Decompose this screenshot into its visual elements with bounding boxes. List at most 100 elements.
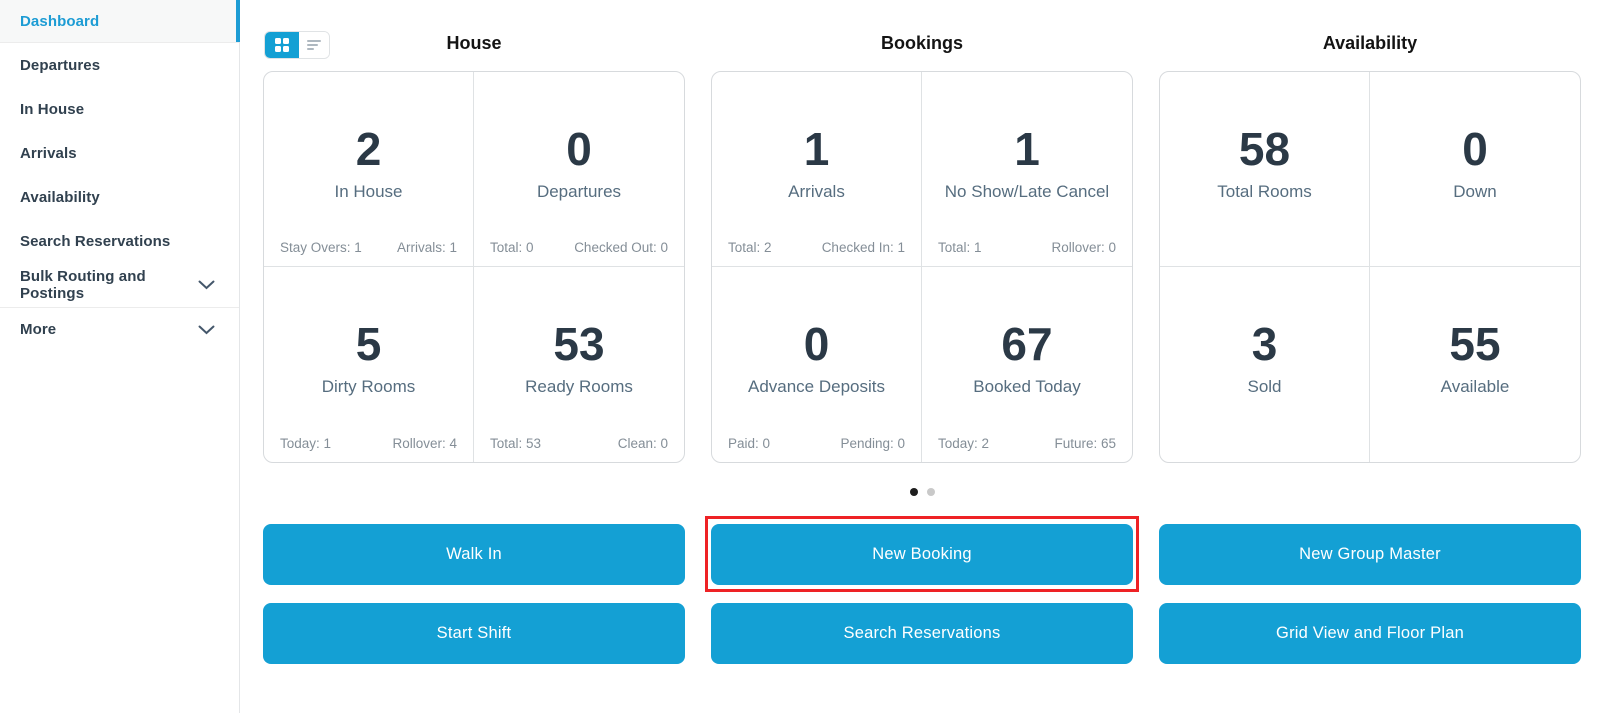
action-button-grid-view-and-floor-plan[interactable]: Grid View and Floor Plan	[1159, 603, 1581, 664]
stat-panel-house: 2 In House Stay Overs: 1 Arrivals: 1 0 D…	[263, 71, 685, 463]
stat-value: 1	[1014, 123, 1040, 175]
stat-footer: Stay Overs: 1 Arrivals: 1	[280, 240, 457, 255]
button-slot-new-booking: New Booking	[705, 516, 1139, 592]
stat-value: 3	[1251, 318, 1278, 370]
group-title-bookings: Bookings	[880, 33, 963, 53]
stat-value: 67	[1001, 318, 1053, 370]
stat-label: Dirty Rooms	[321, 377, 416, 397]
stat-value: 58	[1238, 123, 1291, 175]
button-slot-new-group-master: New Group Master	[1159, 524, 1581, 585]
stat-label: Departures	[536, 182, 622, 202]
grid-view-button[interactable]	[265, 32, 299, 58]
stat-value: 55	[1449, 318, 1501, 370]
stat-label: Booked Today	[973, 377, 1081, 397]
sidebar-item-label: Bulk Routing and Postings	[20, 268, 146, 302]
stat-value: 0	[803, 318, 830, 370]
stat-footer-right: Future: 65	[1054, 436, 1116, 451]
stat-card-ready-rooms: 53 Ready Rooms Total: 53 Clean: 0	[474, 267, 684, 462]
stat-label: Arrivals	[788, 182, 845, 202]
stat-value: 2	[355, 123, 382, 175]
stat-footer: Total: 2 Checked In: 1	[728, 240, 905, 255]
sidebar-item-departures[interactable]: Departures	[0, 43, 239, 87]
button-slot-start-shift: Start Shift	[263, 603, 685, 664]
action-button-new-group-master[interactable]: New Group Master	[1159, 524, 1581, 585]
stat-label: Total Rooms	[1217, 182, 1312, 202]
chevron-down-icon	[198, 280, 215, 290]
button-slot-walk-in: Walk In	[263, 524, 685, 585]
action-buttons-grid: Walk In New Booking New Group Master Start …	[263, 516, 1581, 664]
stat-footer-left: Today: 2	[938, 436, 990, 451]
stat-card-advance-deposits: 0 Advance Deposits Paid: 0 Pending: 0	[712, 267, 922, 462]
stat-label: In House	[334, 182, 403, 202]
stat-footer-left: Total: 53	[490, 436, 542, 451]
stat-footer-right: Pending: 0	[840, 436, 905, 451]
sidebar-item-dashboard[interactable]: Dashboard	[0, 0, 240, 43]
stat-card-available: 55 Available	[1370, 267, 1580, 462]
stat-value: 0	[566, 123, 592, 175]
list-view-button[interactable]	[299, 32, 329, 58]
stat-footer: Total: 1 Rollover: 0	[938, 240, 1116, 255]
action-button-walk-in[interactable]: Walk In	[263, 524, 685, 585]
stat-card-sold: 3 Sold	[1160, 267, 1370, 462]
stat-footer: Total: 53 Clean: 0	[490, 436, 668, 451]
stat-value: 5	[355, 318, 382, 370]
sidebar-item-arrivals[interactable]: Arrivals	[0, 131, 239, 175]
stat-label: Sold	[1247, 377, 1282, 397]
sidebar-item-label: Dashboard	[20, 12, 100, 30]
stat-card-dirty-rooms: 5 Dirty Rooms Today: 1 Rollover: 4	[264, 267, 474, 462]
stat-card-booked-today: 67 Booked Today Today: 2 Future: 65	[922, 267, 1132, 462]
sidebar-item-label: In House	[20, 100, 85, 118]
stat-card-no-show-late-cancel: 1 No Show/Late Cancel Total: 1 Rollover:…	[922, 72, 1132, 267]
page-dot-2[interactable]	[926, 488, 935, 496]
sidebar-item-more[interactable]: More	[0, 307, 239, 351]
stat-footer-left: Today: 1	[280, 436, 332, 451]
stat-card-total-rooms: 58 Total Rooms	[1160, 72, 1370, 267]
stat-footer-right: Rollover: 0	[1051, 240, 1116, 255]
group-title-house: House	[446, 33, 502, 53]
sidebar-item-availability[interactable]: Availability	[0, 175, 239, 219]
stat-card-arrivals: 1 Arrivals Total: 2 Checked In: 1	[712, 72, 922, 267]
action-button-new-booking[interactable]: New Booking	[711, 524, 1133, 585]
stat-footer-left: Stay Overs: 1	[280, 240, 362, 255]
sidebar-item-label: Search Reservations	[20, 232, 171, 250]
sidebar-item-label: Departures	[20, 56, 101, 74]
stat-footer-left: Paid: 0	[728, 436, 771, 451]
stat-footer-right: Checked Out: 0	[574, 240, 668, 255]
sidebar-item-bulk-routing-and-postings[interactable]: Bulk Routing and Postings	[0, 263, 239, 307]
grid-icon	[275, 38, 289, 52]
stat-footer-left: Total: 2	[728, 240, 772, 255]
stat-label: Available	[1440, 377, 1510, 397]
stat-footer: Total: 0 Checked Out: 0	[490, 240, 668, 255]
stat-footer-left: Total: 1	[938, 240, 982, 255]
group-titles-row: House Bookings Availability	[263, 0, 1581, 54]
sidebar-item-label: More	[20, 321, 57, 338]
stat-panel-bookings: 1 Arrivals Total: 2 Checked In: 1 1 No S…	[711, 71, 1133, 463]
stat-panel-availability: 58 Total Rooms 0 Down 3 Sold 55 Availabl…	[1159, 71, 1581, 463]
stat-panels-row: 2 In House Stay Overs: 1 Arrivals: 1 0 D…	[263, 71, 1581, 463]
stat-footer-left: Total: 0	[490, 240, 534, 255]
stat-footer-right: Arrivals: 1	[396, 240, 457, 255]
stat-value: 0	[1462, 123, 1488, 175]
stat-value: 1	[803, 123, 830, 175]
stat-card-down: 0 Down	[1370, 72, 1580, 267]
stat-value: 53	[553, 318, 605, 370]
sidebar-item-label: Arrivals	[20, 144, 77, 162]
page-dot-1[interactable]	[909, 488, 918, 496]
pagination-dots	[263, 488, 1581, 496]
view-toggle	[264, 31, 330, 59]
group-title-availability: Availability	[1322, 33, 1418, 53]
stat-card-departures: 0 Departures Total: 0 Checked Out: 0	[474, 72, 684, 267]
sidebar-item-search-reservations[interactable]: Search Reservations	[0, 219, 239, 263]
action-button-search-reservations[interactable]: Search Reservations	[711, 603, 1133, 664]
stat-footer-right: Rollover: 4	[392, 436, 457, 451]
sidebar-item-in-house[interactable]: In House	[0, 87, 239, 131]
button-slot-grid-view-and-floor-plan: Grid View and Floor Plan	[1159, 603, 1581, 664]
sidebar-nav: Dashboard Departures In House Arrivals A…	[0, 0, 240, 713]
action-button-start-shift[interactable]: Start Shift	[263, 603, 685, 664]
stat-label: Ready Rooms	[525, 377, 633, 397]
stat-label: No Show/Late Cancel	[944, 182, 1110, 202]
list-icon	[307, 38, 321, 52]
button-slot-search-reservations: Search Reservations	[711, 603, 1133, 664]
stat-footer-right: Clean: 0	[617, 436, 668, 451]
